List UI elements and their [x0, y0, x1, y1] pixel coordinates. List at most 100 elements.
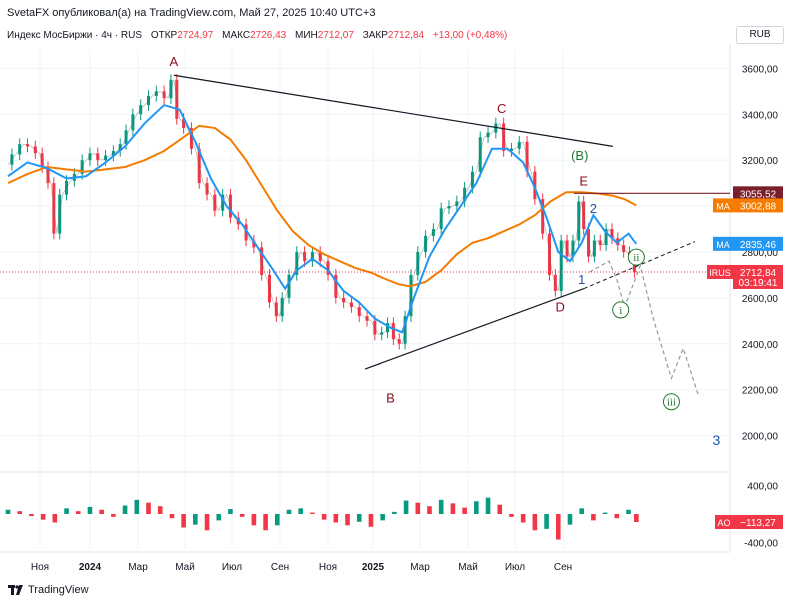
- wave-label: 1: [578, 272, 585, 287]
- ao-bar: [274, 514, 280, 526]
- wave-label: A: [170, 54, 179, 69]
- ma-orange-badge: [733, 198, 783, 213]
- ao-bar: [415, 502, 421, 514]
- ao-bar: [591, 514, 596, 521]
- irus-tag: [707, 264, 733, 279]
- y-tick-label: 2200,00: [742, 386, 779, 397]
- y-tick-label: 2800,00: [742, 248, 779, 259]
- ao-bar: [368, 514, 374, 527]
- wave-label: iii: [667, 397, 676, 409]
- irus-value: 2712,84: [740, 268, 777, 279]
- ao-bar: [134, 499, 140, 514]
- open-label: ОТКР: [150, 30, 178, 41]
- publish-info: SvetaFX опубликовал(а) на TradingView.co…: [7, 7, 376, 19]
- ao-bar: [239, 514, 245, 517]
- x-tick-label: Май: [458, 562, 478, 573]
- ao-bar: [310, 512, 315, 514]
- brand-label: TradingView: [28, 584, 89, 596]
- x-tick-label: Сен: [554, 562, 572, 573]
- symbol-info: Индекс МосБиржи · 4ч · RUS ОТКР2724,97 М…: [7, 30, 513, 41]
- ao-bar: [99, 509, 104, 514]
- y-tick-label: 3600,00: [742, 64, 779, 75]
- wave-label: D: [556, 300, 565, 315]
- x-tick-label: Ноя: [31, 562, 49, 573]
- ma-blue-tag-label: MA: [716, 240, 730, 250]
- price-line: [7, 79, 637, 345]
- ao-pane: [5, 497, 639, 540]
- ao-tag: [715, 515, 733, 530]
- ao-bar: [520, 514, 526, 523]
- ao-bar: [87, 506, 93, 514]
- high-value: 2726,43: [250, 30, 287, 41]
- ao-value: −113,27: [740, 518, 776, 529]
- ao-tag-label: AO: [717, 518, 730, 528]
- x-tick-label: Сен: [271, 562, 289, 573]
- currency-button[interactable]: RUB: [736, 26, 784, 44]
- low-label: МИН: [295, 30, 318, 41]
- level-badge: [733, 186, 783, 201]
- wave-circle-marker: [612, 301, 630, 319]
- chart-grid: [0, 44, 731, 553]
- ao-bar: [29, 514, 34, 517]
- ao-bar: [64, 508, 69, 514]
- symbol-name[interactable]: Индекс МосБиржи · 4ч · RUS: [7, 30, 143, 41]
- ma-blue-value: 2835,46: [740, 240, 777, 251]
- ma-orange-tag: [713, 198, 733, 213]
- y-tick-label: 2600,00: [742, 294, 779, 305]
- ao-bar: [497, 504, 503, 514]
- ao-bar: [567, 514, 573, 525]
- ao-bar: [462, 507, 467, 514]
- tradingview-logo-icon: [8, 585, 23, 595]
- y-tick-label: 2000,00: [742, 432, 779, 443]
- high-label: МАКС: [222, 30, 251, 41]
- ao-bar: [298, 508, 304, 514]
- change-value: +13,00 (+0,48%): [432, 30, 508, 41]
- lower-trendline: [364, 288, 584, 370]
- x-tick-label: Ноя: [319, 562, 337, 573]
- upper-trendline: [173, 74, 614, 147]
- x-tick-label: Июл: [222, 562, 242, 573]
- ao-bar: [157, 506, 163, 514]
- irus-badge: [733, 264, 783, 289]
- ao-bar: [356, 514, 362, 522]
- ao-bar: [555, 514, 561, 540]
- y-tick-label: 3400,00: [742, 110, 779, 121]
- ao-bar: [40, 514, 46, 520]
- wave-label: B: [386, 390, 395, 405]
- x-tick-label: Мар: [128, 562, 148, 573]
- x-tick-label: 2024: [79, 562, 102, 573]
- ao-bar: [614, 514, 620, 519]
- ao-bar: [403, 500, 409, 514]
- ma-blue-badge: [733, 236, 783, 251]
- ao-bar: [111, 514, 116, 517]
- tradingview-footer[interactable]: TradingView: [8, 584, 89, 596]
- ma-orange-tag-label: MA: [716, 201, 730, 211]
- low-value: 2712,07: [317, 30, 354, 41]
- ao-tick-label: -400,00: [744, 538, 778, 549]
- ao-bar: [380, 514, 385, 521]
- ma-blue-line: [7, 103, 638, 334]
- wave-label: 2: [590, 201, 597, 216]
- ao-bar: [169, 514, 175, 519]
- x-tick-label: Май: [175, 562, 195, 573]
- ao-bar: [181, 514, 186, 528]
- ao-bar: [17, 511, 23, 514]
- level-value: 3055,52: [740, 189, 777, 200]
- ao-tick-label: 400,00: [747, 482, 778, 493]
- y-tick-label: 2400,00: [742, 340, 779, 351]
- ao-bar: [634, 514, 639, 523]
- ao-bar: [263, 514, 268, 531]
- y-tick-label: 3200,00: [742, 156, 779, 167]
- wave-label: C: [497, 101, 506, 116]
- x-tick-label: Мар: [410, 562, 430, 573]
- close-value: 2712,84: [387, 30, 425, 41]
- ao-badge: [733, 515, 783, 530]
- open-value: 2724,97: [177, 30, 214, 41]
- ao-bar: [485, 497, 491, 514]
- ao-bar: [5, 509, 11, 514]
- price-pane: [0, 74, 730, 397]
- ao-bar: [392, 511, 397, 514]
- ao-bar: [532, 514, 538, 531]
